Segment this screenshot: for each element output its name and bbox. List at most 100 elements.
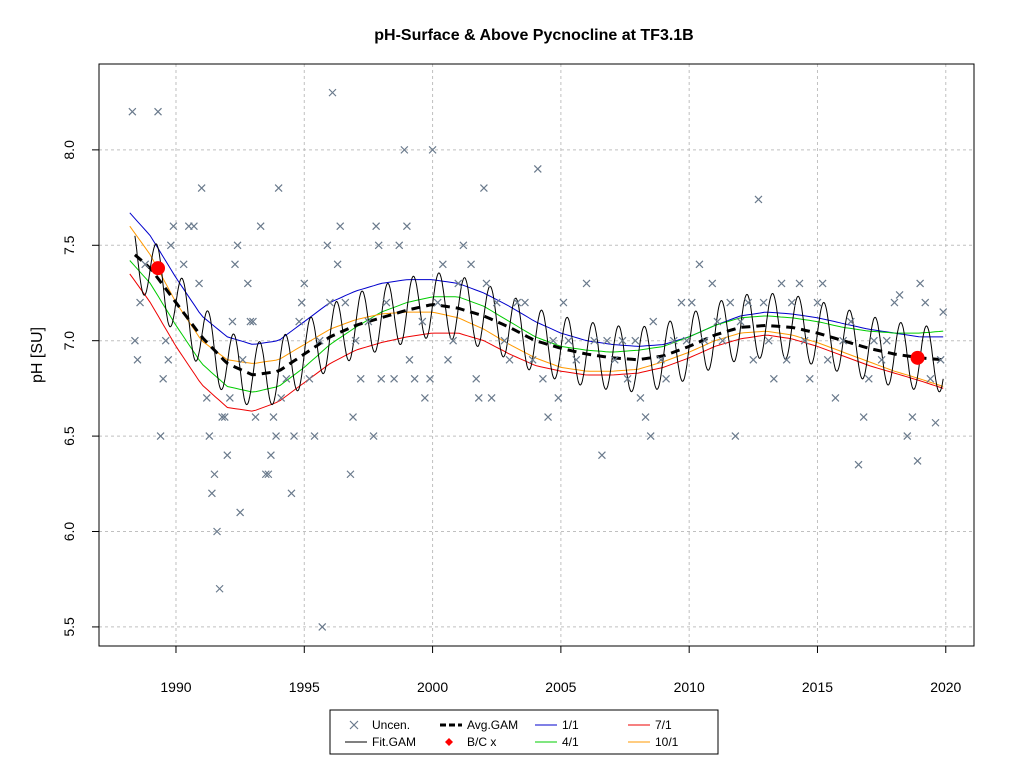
uncen-point [864, 374, 873, 383]
uncen-point [931, 418, 940, 427]
x-tick-label: 2000 [417, 679, 448, 695]
uncen-point [390, 374, 399, 383]
uncen-point [128, 107, 137, 116]
uncensored-points [128, 88, 948, 631]
uncen-point [287, 489, 296, 498]
uncen-point [487, 394, 496, 402]
uncen-point [769, 374, 778, 383]
uncen-point [256, 222, 265, 231]
fit-gam-layer [134, 235, 944, 406]
uncen-point [346, 470, 355, 479]
uncen-point [246, 317, 255, 326]
uncen-point [657, 355, 665, 364]
uncen-point [243, 279, 252, 288]
uncen-point [877, 355, 886, 364]
uncen-point [528, 355, 537, 364]
plot-frame [98, 63, 975, 647]
uncen-point [718, 336, 727, 345]
uncen-point [395, 241, 404, 250]
uncen-point [669, 336, 678, 345]
uncen-point [333, 260, 342, 269]
uncen-point [700, 336, 709, 345]
uncen-point [213, 527, 221, 536]
uncen-point [926, 374, 935, 383]
uncen-point [369, 432, 378, 441]
uncen-point [764, 336, 773, 345]
legend-label: Avg.GAM [467, 718, 518, 732]
uncen-point [939, 308, 948, 316]
uncen-point [377, 374, 386, 383]
uncen-point [264, 470, 273, 479]
uncen-point [156, 432, 165, 441]
uncen-point [479, 184, 488, 192]
uncen-point [228, 317, 237, 326]
uncen-point [882, 336, 891, 345]
uncen-point [482, 279, 491, 288]
uncen-point [261, 470, 270, 479]
uncen-point [472, 374, 481, 383]
uncen-point [662, 374, 671, 383]
uncen-point [726, 298, 735, 307]
uncen-point [428, 145, 437, 154]
uncen-point [839, 336, 848, 345]
uncen-point [364, 317, 373, 326]
uncen-point [549, 336, 558, 345]
uncen-point [467, 260, 475, 269]
uncen-point [282, 374, 291, 383]
uncen-point [459, 241, 468, 250]
x-tick-label: 2015 [802, 679, 833, 695]
uncen-point [341, 298, 350, 307]
uncen-point [731, 432, 740, 441]
uncen-point [890, 298, 899, 307]
uncen-point [328, 88, 337, 97]
uncen-point [433, 298, 442, 307]
uncen-point [215, 584, 224, 593]
uncen-point [823, 355, 832, 364]
uncen-point [161, 336, 170, 345]
uncen-point [372, 222, 381, 231]
uncen-point [197, 184, 206, 192]
legend-box [329, 709, 719, 755]
uncen-point [195, 279, 203, 288]
uncen-point [492, 298, 501, 307]
uncen-point [218, 413, 227, 421]
uncen-point [305, 374, 314, 383]
y-axis-label: pH [SU] [29, 327, 46, 383]
legend-label: 4/1 [562, 735, 579, 749]
uncen-point [854, 460, 863, 469]
uncen-point [687, 298, 696, 307]
uncen-point [349, 413, 357, 421]
uncen-point [374, 241, 383, 250]
x-tick-label: 2005 [545, 679, 576, 695]
uncen-point [513, 298, 522, 307]
uncen-point [169, 222, 178, 231]
uncen-point [831, 394, 840, 402]
uncen-point [300, 279, 309, 288]
bc-points [151, 261, 925, 365]
y-tick-label: 6.0 [61, 522, 77, 542]
uncen-point [402, 222, 411, 231]
x-tick-label: 2020 [930, 679, 961, 695]
uncen-point [251, 413, 260, 421]
series-line-4-1 [129, 260, 944, 393]
y-tick-label: 7.5 [61, 235, 77, 255]
uncen-point [795, 279, 804, 288]
uncen-point [921, 298, 930, 307]
uncen-point [908, 413, 917, 421]
uncen-point [695, 260, 704, 269]
uncen-point [777, 279, 786, 288]
uncen-point [538, 374, 547, 383]
y-tick-label: 6.5 [61, 426, 77, 446]
legend-label: 10/1 [655, 735, 679, 749]
uncen-point [813, 298, 822, 307]
uncen-point [859, 413, 868, 421]
uncen-point [895, 290, 904, 299]
uncen-point [564, 336, 573, 345]
uncen-point [141, 260, 150, 269]
uncen-point [249, 317, 257, 326]
legend-label: B/C x [467, 735, 496, 749]
uncen-point [336, 222, 345, 231]
uncen-point [310, 432, 319, 441]
uncen-point [787, 298, 796, 307]
